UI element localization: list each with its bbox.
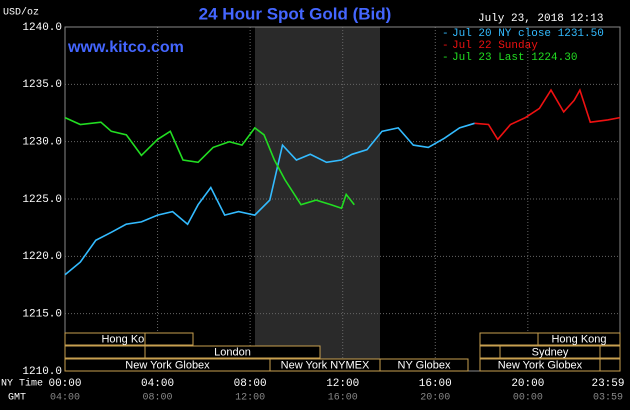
- x-row-label: GMT: [8, 393, 26, 404]
- x-tick-label: 04:00: [141, 378, 174, 390]
- y-tick-label: 1210.0: [22, 366, 62, 378]
- series-line: [64, 116, 355, 210]
- session-box: [479, 332, 539, 346]
- watermark: www.kitco.com: [67, 39, 184, 56]
- session-label: New York Globex: [498, 359, 583, 371]
- gmt-tick-label: 04:00: [50, 393, 80, 404]
- gmt-tick-label: 03:59: [593, 393, 623, 404]
- session-label: London: [214, 346, 251, 358]
- session-label: Hong Kong: [101, 333, 156, 345]
- y-tick-label: 1220.0: [22, 251, 62, 263]
- series-line: [64, 122, 475, 276]
- x-tick-label: 23:59: [591, 378, 624, 390]
- session-box: [599, 345, 621, 359]
- session-label: New York Globex: [125, 359, 210, 371]
- legend-label: Jul 20 NY close 1231.50: [452, 28, 604, 40]
- y-tick-label: 1240.0: [22, 22, 62, 34]
- legend-swatch: -: [442, 28, 449, 40]
- x-tick-label: 12:00: [326, 378, 359, 390]
- y-tick-label: 1225.0: [22, 194, 62, 206]
- legend-label: Jul 22 Sunday: [452, 40, 538, 52]
- chart-title: 24 Hour Spot Gold (Bid): [199, 4, 392, 23]
- session-box: [599, 358, 621, 372]
- x-tick-label: 16:00: [419, 378, 452, 390]
- x-tick-label: 08:00: [234, 378, 267, 390]
- session-box: [64, 345, 146, 359]
- x-tick-label: 00:00: [48, 378, 81, 390]
- gmt-tick-label: 20:00: [420, 393, 450, 404]
- legend-swatch: -: [442, 40, 449, 52]
- session-label: New York NYMEX: [281, 359, 370, 371]
- x-tick-label: 20:00: [511, 378, 544, 390]
- unit-label: USD/oz: [3, 7, 39, 19]
- gmt-tick-label: 16:00: [328, 393, 358, 404]
- gmt-tick-label: 08:00: [143, 393, 173, 404]
- y-tick-label: 1215.0: [22, 309, 62, 321]
- x-row-label: NY Time: [1, 378, 43, 390]
- gmt-tick-label: 00:00: [513, 393, 543, 404]
- legend-swatch: -: [442, 52, 449, 64]
- series-line: [474, 88, 621, 141]
- timestamp: July 23, 2018 12:13: [478, 13, 603, 25]
- gmt-tick-label: 12:00: [235, 393, 265, 404]
- session-label: NY Globex: [398, 359, 451, 371]
- session-box: [479, 345, 501, 359]
- session-box: [144, 332, 194, 346]
- y-tick-label: 1230.0: [22, 137, 62, 149]
- session-box: [379, 358, 469, 372]
- session-label: Sydney: [532, 346, 569, 358]
- legend-label: Jul 23 Last 1224.30: [452, 52, 577, 64]
- session-label: Hong Kong: [551, 333, 606, 345]
- y-tick-label: 1235.0: [22, 79, 62, 91]
